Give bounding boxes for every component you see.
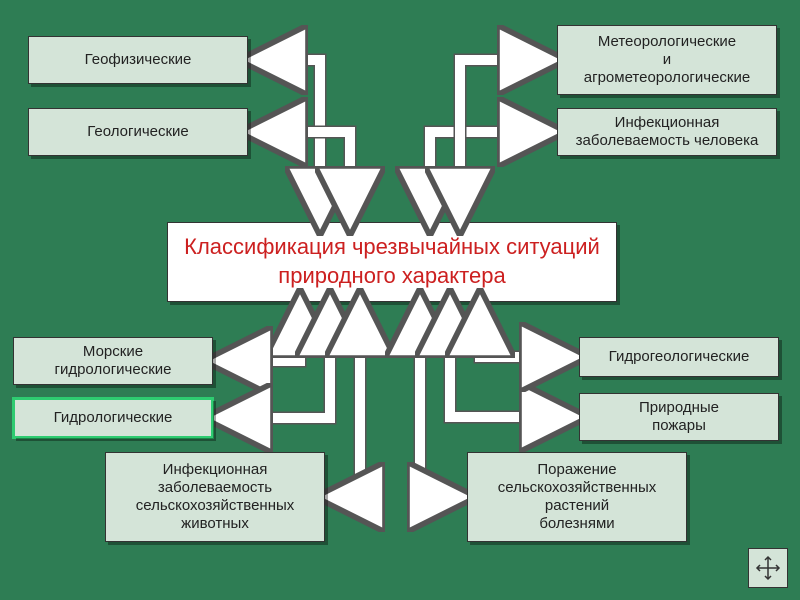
node-n5: Морскиегидрологические — [13, 337, 213, 385]
node-n9: Природныепожары — [579, 393, 779, 441]
node-n4: Инфекционнаязаболеваемость человека — [557, 108, 777, 156]
center-node: Классификация чрезвычайных ситуаций прир… — [167, 222, 617, 302]
node-n10: Поражениесельскохозяйственныхрастенийбол… — [467, 452, 687, 542]
node-n2: Геологические — [28, 108, 248, 156]
node-n6: Гидрологические — [13, 398, 213, 438]
node-n3: Метеорологическиеиагрометеорологические — [557, 25, 777, 95]
expand-arrows-icon[interactable] — [748, 548, 788, 588]
node-n1: Геофизические — [28, 36, 248, 84]
node-n7: Инфекционнаязаболеваемостьсельскохозяйст… — [105, 452, 325, 542]
node-n8: Гидрогеологические — [579, 337, 779, 377]
